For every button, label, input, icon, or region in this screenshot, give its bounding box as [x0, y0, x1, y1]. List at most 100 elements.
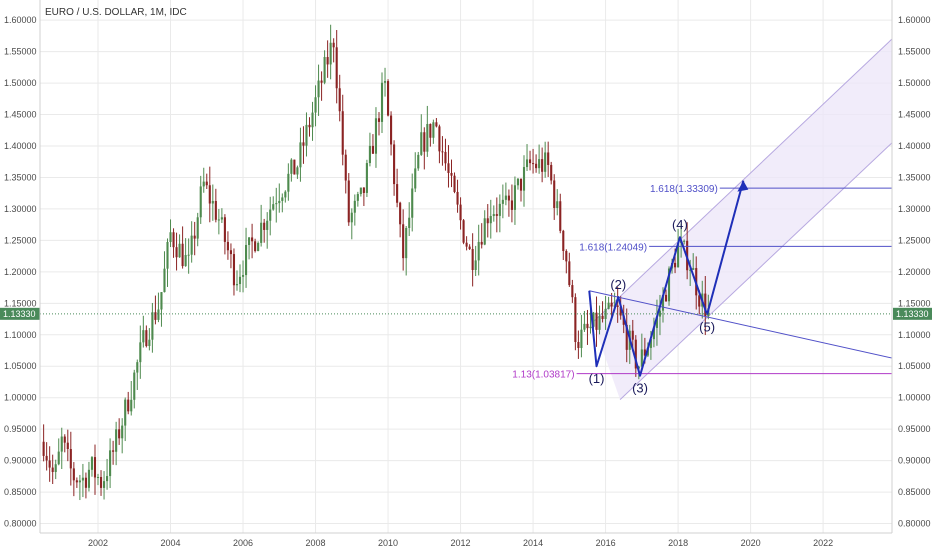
candle-body [532, 163, 535, 165]
candle-body [248, 237, 251, 245]
candle-body [208, 185, 211, 204]
x-tick-label: 2002 [88, 538, 108, 548]
candle-body [374, 118, 378, 154]
candle-body [323, 57, 326, 83]
candle-body [93, 457, 97, 478]
candle-body [399, 202, 402, 225]
candle-body [226, 241, 229, 251]
candle-body [574, 297, 577, 342]
candle-body [305, 124, 308, 146]
candle-body [544, 152, 547, 172]
wave-label: (3) [632, 381, 648, 396]
candle-body [69, 448, 72, 469]
x-tick-label: 2012 [451, 538, 471, 548]
candle-body [181, 243, 184, 267]
candle-body [302, 142, 305, 146]
wave-label: (1) [589, 371, 605, 386]
candle-body [634, 339, 637, 369]
y-tick-label-left: 1.25000 [4, 235, 37, 245]
x-tick-label: 2010 [378, 538, 398, 548]
y-tick-label-left: 1.50000 [4, 78, 37, 88]
wave-label: (5) [699, 320, 715, 335]
candle-body [329, 42, 332, 65]
candle-body [649, 339, 652, 348]
candle-body [54, 464, 57, 473]
candle-body [456, 191, 459, 205]
candle-body [640, 349, 643, 367]
candle-body [402, 224, 405, 259]
candle-body [296, 167, 299, 175]
candle-body [377, 118, 381, 122]
candle-body [184, 254, 187, 267]
candle-body [217, 219, 220, 221]
candle-body [683, 240, 686, 242]
candle-body [528, 159, 532, 164]
candle-body [202, 181, 205, 187]
candle-body [535, 163, 538, 169]
candle-body [580, 329, 583, 349]
candle-body [386, 81, 390, 116]
candle-body [220, 217, 223, 220]
candle-body [84, 477, 87, 488]
candle-body [199, 186, 202, 218]
candle-body [81, 477, 84, 481]
candle-body [698, 295, 701, 307]
x-tick-label: 2008 [306, 538, 326, 548]
candle-body [459, 204, 462, 221]
candle-body [559, 201, 562, 231]
y-tick-label-left: 1.20000 [4, 267, 37, 277]
candle-body [308, 124, 311, 128]
candle-body [260, 222, 263, 243]
current-price-label-left: 1.13330 [3, 309, 36, 319]
candle-body [664, 294, 668, 302]
candle-body [78, 480, 81, 483]
fib-level-label: 1.618(1.33309) [650, 184, 718, 195]
candle-body [269, 209, 272, 221]
candle-body [148, 339, 151, 347]
candle-body [380, 82, 384, 122]
candle-body [112, 450, 115, 452]
candle-body [414, 168, 417, 189]
candle-body [205, 181, 208, 186]
candle-body [257, 242, 260, 252]
candle-body [241, 275, 245, 277]
candle-body [471, 249, 474, 271]
y-tick-label-right: 1.35000 [898, 172, 931, 182]
candle-body [284, 191, 287, 198]
candle-body [136, 362, 139, 373]
candle-body [353, 200, 356, 213]
candle-body [586, 323, 589, 329]
candle-body [553, 180, 556, 208]
candle-body [501, 199, 504, 204]
y-tick-label-left: 1.05000 [4, 361, 37, 371]
candle-body [106, 476, 109, 482]
wave-annotations: 1.618(1.33309) 1.618(1.24049) 1.13(1.03817… [0, 180, 932, 396]
candle-body [571, 285, 574, 298]
candle-body [72, 468, 75, 481]
candle-body [338, 88, 341, 112]
candle-body [317, 80, 320, 98]
candle-body [48, 460, 51, 468]
candle-body [115, 429, 118, 452]
y-tick-label-right: 1.20000 [898, 267, 931, 277]
channel-fill [592, 39, 892, 400]
candle-body [90, 457, 94, 470]
candle-body [619, 306, 622, 316]
candle-body [133, 372, 136, 400]
candle-body [689, 269, 692, 271]
candle-body [616, 305, 619, 307]
x-tick-label: 2022 [813, 538, 833, 548]
candle-body [293, 159, 296, 175]
candle-body [522, 167, 526, 191]
y-tick-label-right: 0.80000 [898, 519, 931, 529]
candle-body [550, 164, 553, 181]
candle-body [160, 292, 163, 310]
candle-body [235, 284, 239, 286]
y-tick-label-right: 0.90000 [898, 456, 931, 466]
candle-body [661, 294, 665, 311]
candle-body [420, 132, 423, 155]
candle-body [175, 247, 178, 258]
candle-body [441, 151, 444, 153]
